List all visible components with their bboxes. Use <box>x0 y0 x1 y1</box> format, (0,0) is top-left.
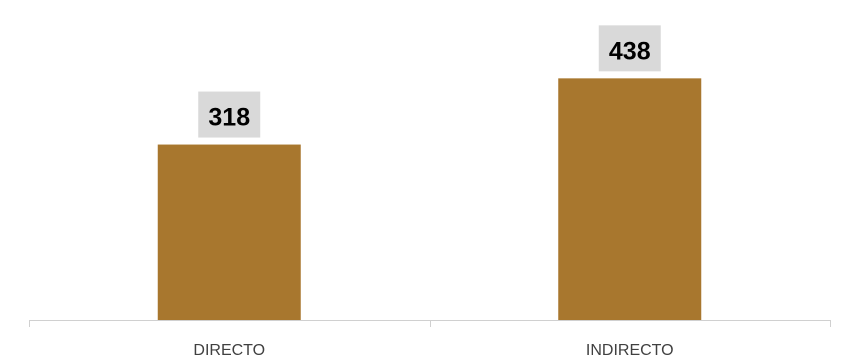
data-label: 438 <box>598 25 661 72</box>
x-axis-ticks <box>29 320 831 327</box>
data-label: 318 <box>198 91 261 138</box>
data-labels-layer: 318 438 <box>198 25 661 138</box>
data-label-text: 438 <box>609 37 651 65</box>
x-tick-label-indirecto: INDIRECTO <box>586 342 674 359</box>
data-label-text: 318 <box>208 104 250 132</box>
data-label-background <box>598 25 661 72</box>
x-axis-tick-labels: DIRECTO INDIRECTO <box>193 342 673 359</box>
data-label-background <box>198 91 261 138</box>
x-tick-label-directo: DIRECTO <box>193 342 265 359</box>
bar-indirecto <box>558 78 702 321</box>
bars-layer <box>157 78 702 321</box>
bar-directo <box>157 144 301 320</box>
